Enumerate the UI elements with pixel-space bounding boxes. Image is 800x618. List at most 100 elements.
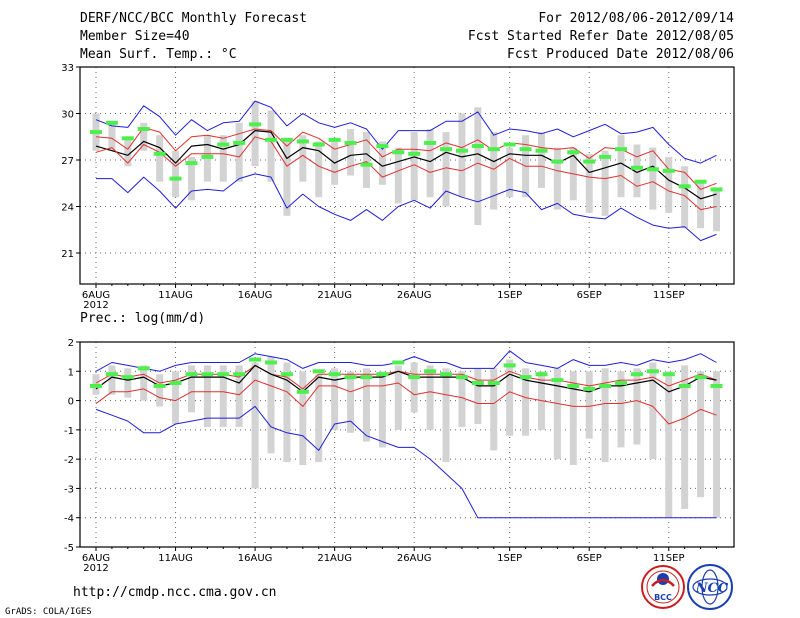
x-tick-label: 6SEP	[577, 290, 602, 301]
forecast-mark	[583, 386, 596, 391]
forecast-mark	[328, 372, 341, 377]
forecast-mark	[503, 363, 516, 368]
forecast-mark	[471, 144, 484, 149]
ensemble-range-box	[442, 132, 450, 207]
forecast-mark	[615, 147, 628, 152]
forecast-mark	[360, 162, 373, 167]
ensemble-range-box	[299, 135, 307, 182]
x-tick-label: 6AUG	[82, 553, 110, 564]
forecast-mark	[137, 127, 150, 131]
ensemble-range-box	[140, 122, 148, 151]
forecast-mark	[201, 154, 214, 159]
x-tick-label: 26AUG	[397, 553, 432, 564]
ensemble-range-box	[697, 181, 705, 229]
member-max-line	[95, 100, 717, 164]
ensemble-range-box	[697, 371, 705, 498]
ensemble-range-box	[378, 371, 386, 448]
forecast-mark	[535, 148, 548, 153]
forecast-mark	[265, 360, 278, 365]
x-tick-label: 6SEP	[577, 553, 602, 564]
forecast-mark	[105, 372, 118, 377]
ensemble-range-box	[426, 129, 434, 198]
ensemble-mean-line	[95, 364, 717, 393]
y-tick-label: -1	[64, 426, 74, 437]
ensemble-range-box	[665, 371, 673, 518]
y-tick-label: 33	[61, 63, 74, 74]
ensemble-range-box	[585, 153, 593, 213]
grads-credit: GrADS: COLA/IGES	[5, 607, 92, 617]
forecast-mark	[455, 148, 468, 153]
ensemble-range-box	[474, 107, 482, 226]
ensemble-range-box	[108, 122, 116, 151]
forecast-mark	[662, 168, 675, 173]
ensemble-range-box	[187, 156, 195, 201]
figure-title: DERF/NCC/BCC Monthly Forecast	[80, 11, 307, 26]
forecast-mark	[392, 150, 405, 155]
ensemble-range-box	[347, 371, 355, 433]
ensemble-range-box	[156, 135, 164, 182]
forecast-mark	[567, 383, 580, 388]
ensemble-range-box	[617, 371, 625, 448]
ensemble-range-box	[553, 368, 561, 460]
y-tick-label: 30	[61, 110, 74, 121]
panel-frame	[79, 341, 735, 548]
forecast-mark	[296, 139, 309, 144]
ensemble-range-box	[187, 365, 195, 413]
y-tick-label: 24	[61, 203, 74, 214]
forecast-mark	[551, 159, 564, 164]
forecast-mark	[296, 389, 309, 394]
forecast-mark	[424, 140, 437, 145]
forecast-mark	[185, 372, 198, 377]
forecast-mark	[90, 383, 102, 388]
upper-envelope-line	[95, 126, 717, 190]
ensemble-range-box	[458, 371, 466, 427]
member-min-line	[96, 173, 717, 242]
x-tick-label: 11SEP	[653, 553, 684, 564]
ensemble-range-box	[124, 368, 132, 398]
forecast-mark	[694, 179, 707, 184]
forecast-mark	[169, 176, 182, 181]
forecast-mark	[153, 383, 166, 388]
ensemble-range-box	[283, 138, 291, 216]
fcst-started-label: Fcst Started Refer Date 2012/08/05	[468, 29, 734, 44]
ensemble-range-box	[585, 371, 593, 439]
forecast-mark	[408, 151, 421, 156]
ensemble-range-box	[633, 144, 641, 198]
ensemble-range-box	[426, 365, 434, 430]
x-tick-label: 16AUG	[238, 553, 273, 564]
forecast-mark	[249, 122, 262, 127]
lower-envelope-line	[95, 379, 717, 425]
x-tick-label: 11AUG	[158, 290, 193, 301]
ensemble-range-box	[681, 166, 689, 229]
forecast-mark	[392, 360, 405, 365]
forecast-mark	[376, 144, 389, 149]
ensemble-range-box	[315, 141, 323, 198]
ensemble-range-box	[203, 365, 211, 427]
ensemble-range-box	[665, 156, 673, 213]
ensemble-range-box	[601, 368, 609, 463]
y-tick-label: 1	[68, 367, 74, 378]
y-tick-label: 0	[68, 397, 74, 408]
forecast-mark	[519, 375, 532, 380]
temperature-panel-title: Mean Surf. Temp.: °C	[80, 47, 237, 62]
forecast-mark	[121, 375, 134, 380]
forecast-mark	[90, 130, 102, 135]
forecast-mark	[360, 375, 373, 380]
member-size-label: Member Size=40	[80, 29, 190, 44]
forecast-mark	[105, 120, 118, 125]
forecast-mark	[567, 150, 580, 155]
ensemble-range-box	[633, 368, 641, 445]
forecast-mark	[344, 375, 357, 380]
ensemble-range-box	[410, 362, 418, 413]
forecast-mark	[630, 372, 643, 377]
ncc-logo: NCC	[687, 564, 733, 610]
forecast-mark	[630, 165, 643, 170]
ensemble-range-box	[172, 150, 180, 198]
ensemble-range-box	[649, 362, 657, 460]
ensemble-range-box	[490, 132, 498, 210]
forecast-mark	[217, 142, 230, 147]
forecast-mark	[233, 372, 246, 377]
ensemble-range-box	[506, 359, 514, 436]
forecast-mark	[280, 372, 293, 377]
